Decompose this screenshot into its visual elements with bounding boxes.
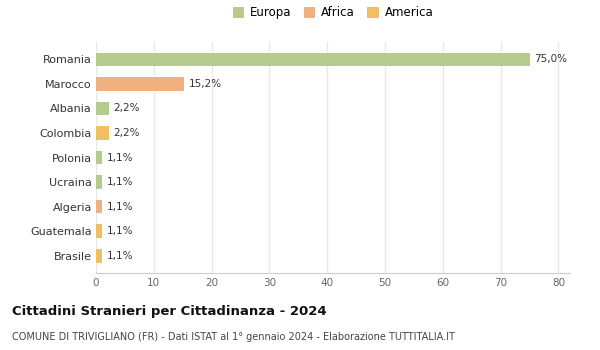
Text: 2,2%: 2,2% <box>113 128 140 138</box>
Bar <box>96 151 103 164</box>
Text: 1,1%: 1,1% <box>107 251 133 261</box>
Text: 1,1%: 1,1% <box>107 226 133 236</box>
Bar <box>96 102 109 115</box>
Bar <box>96 200 103 214</box>
Bar <box>96 77 184 91</box>
Text: 1,1%: 1,1% <box>107 153 133 162</box>
Text: 75,0%: 75,0% <box>534 54 567 64</box>
Bar <box>96 175 103 189</box>
Text: COMUNE DI TRIVIGLIANO (FR) - Dati ISTAT al 1° gennaio 2024 - Elaborazione TUTTIT: COMUNE DI TRIVIGLIANO (FR) - Dati ISTAT … <box>12 332 455 343</box>
Bar <box>96 126 109 140</box>
Text: 15,2%: 15,2% <box>188 79 221 89</box>
Legend: Europa, Africa, America: Europa, Africa, America <box>233 6 433 19</box>
Text: Cittadini Stranieri per Cittadinanza - 2024: Cittadini Stranieri per Cittadinanza - 2… <box>12 304 326 317</box>
Text: 2,2%: 2,2% <box>113 103 140 113</box>
Bar <box>96 249 103 262</box>
Bar <box>96 224 103 238</box>
Text: 1,1%: 1,1% <box>107 202 133 212</box>
Text: 1,1%: 1,1% <box>107 177 133 187</box>
Bar <box>96 52 530 66</box>
